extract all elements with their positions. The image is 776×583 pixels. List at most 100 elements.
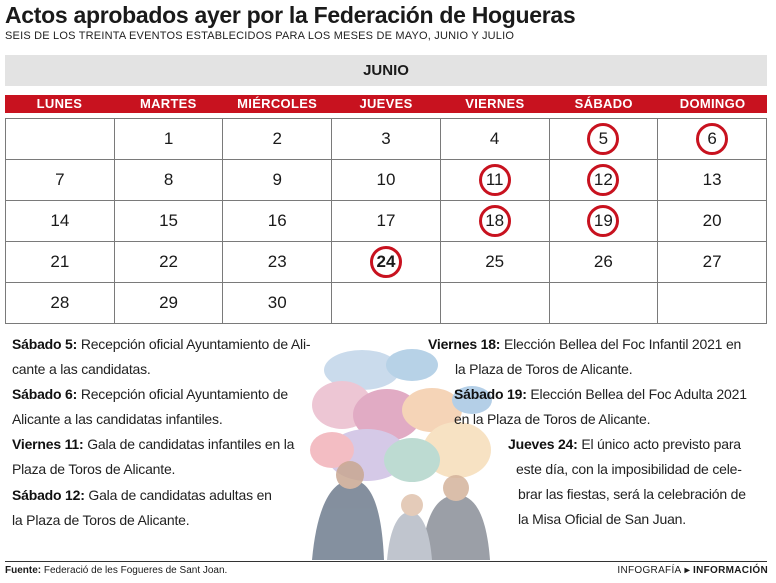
event-description: la Misa Oficial de San Juan. — [518, 511, 686, 527]
calendar-cell — [331, 282, 441, 324]
weekday-header: LUNES MARTES MIÉRCOLES JUEVES VIERNES SÁ… — [5, 95, 767, 113]
day-number: 27 — [702, 252, 722, 271]
calendar-cell: 26 — [548, 241, 659, 283]
calendar-cell: 2 — [222, 118, 333, 160]
event-day-number: 24 — [369, 246, 402, 278]
calendar-cell: 21 — [5, 241, 115, 283]
event-saturday-19: Sábado 19: Elección Bellea del Foc Adult… — [454, 382, 764, 432]
day-number: 9 — [272, 170, 282, 189]
calendar-week-row: 28 29 30 — [5, 282, 767, 324]
footer-divider — [5, 561, 767, 562]
weekday-label: SÁBADO — [574, 96, 633, 111]
calendar-grid: 1 2 3 4 5 6 7 8 9 10 11 12 13 14 15 16 17 18 19 20 21 22 23 24 2… — [5, 118, 767, 324]
day-number: 29 — [159, 293, 178, 312]
event-day-number: 19 — [587, 205, 620, 237]
month-header: JUNIO — [5, 55, 767, 86]
calendar-cell: 4 — [439, 118, 550, 160]
day-number: 30 — [267, 293, 287, 312]
weekday-label: MIÉRCOLES — [237, 96, 318, 111]
event-day-label: Sábado 6: — [12, 386, 78, 402]
day-number: 1 — [163, 129, 174, 148]
day-number: 17 — [376, 211, 396, 230]
event-description: Elección Bellea del Foc Adulta 2021 — [530, 386, 747, 402]
event-saturday-12: Sábado 12: Gala de candidatas adultas en… — [12, 483, 342, 533]
calendar-week-row: 14 15 16 17 18 19 20 — [5, 200, 767, 242]
day-number: 25 — [485, 252, 505, 271]
event-saturday-5: Sábado 5: Recepción oficial Ayuntamiento… — [12, 332, 342, 382]
calendar-week-row: 21 22 23 24 25 26 27 — [5, 241, 767, 283]
calendar-cell: 10 — [331, 159, 441, 201]
day-number: 28 — [50, 293, 70, 312]
calendar-cell: 14 — [5, 200, 115, 242]
event-description: Recepción oficial Ayuntamiento de Ali- — [80, 336, 311, 352]
calendar-cell: 8 — [113, 159, 224, 201]
day-number: 22 — [159, 252, 178, 271]
day-number: 21 — [50, 252, 70, 271]
event-description: brar las fiestas, será la celebración de — [518, 486, 746, 502]
calendar-cell: 20 — [657, 200, 767, 242]
weekday-label: MARTES — [139, 96, 197, 111]
event-day-number: 5 — [587, 123, 620, 155]
source-text: Federació de les Fogueres de Sant Joan. — [43, 565, 228, 576]
calendar-cell: 28 — [5, 282, 115, 324]
event-saturday-6: Sábado 6: Recepción oficial Ayuntamiento… — [12, 382, 342, 432]
calendar-cell — [548, 282, 659, 324]
calendar-cell: 7 — [5, 159, 115, 201]
day-number: 3 — [381, 129, 391, 148]
day-number: 13 — [702, 170, 722, 189]
festival-illustration — [310, 349, 492, 560]
event-description: Recepción oficial Ayuntamiento de — [80, 386, 288, 402]
event-day-label: Jueves 24: — [508, 436, 578, 452]
source-note: Fuente: Federació de les Fogueres de San… — [5, 565, 227, 576]
calendar-cell: 9 — [222, 159, 333, 201]
day-number: 23 — [267, 252, 287, 271]
day-number: 15 — [159, 211, 178, 230]
event-description: la Plaza de Toros de Alicante. — [12, 512, 190, 528]
weekday-label: DOMINGO — [679, 96, 746, 111]
event-description: la Plaza de Toros de Alicante. — [455, 361, 633, 377]
event-day-label: Viernes 18: — [428, 336, 501, 352]
event-day-label: Viernes 11: — [12, 436, 84, 452]
day-number: 26 — [593, 252, 613, 271]
calendar-cell: 5 — [548, 118, 659, 160]
source-label: Fuente: — [5, 565, 42, 576]
calendar-cell: 13 — [657, 159, 767, 201]
day-number: 7 — [55, 170, 65, 189]
event-thursday-24: Jueves 24: El único acto previsto para e… — [508, 432, 770, 532]
calendar-cell: 18 — [439, 200, 550, 242]
event-description: El único acto previsto para — [581, 436, 741, 452]
event-friday-11: Viernes 11: Gala de candidatas infantile… — [12, 432, 342, 482]
day-number: 2 — [272, 129, 282, 148]
calendar-cell: 27 — [657, 241, 767, 283]
event-day-label: Sábado 5: — [12, 336, 78, 352]
page-title: Actos aprobados ayer por la Federación d… — [5, 2, 576, 28]
page-subtitle: SEIS DE LOS TREINTA EVENTOS ESTABLECIDOS… — [5, 30, 515, 42]
event-description: Gala de candidatas adultas en — [88, 487, 272, 503]
calendar-week-row: 7 8 9 10 11 12 13 — [5, 159, 767, 201]
event-day-label: Sábado 12: — [12, 487, 85, 503]
calendar-cell: 12 — [548, 159, 659, 201]
day-number: 16 — [267, 211, 287, 230]
calendar-week-row: 1 2 3 4 5 6 — [5, 118, 767, 160]
event-day-number: 12 — [587, 164, 620, 196]
weekday-label: LUNES — [36, 96, 83, 111]
event-description: Gala de candidatas infantiles en la — [87, 436, 295, 452]
event-description: Plaza de Toros de Alicante. — [12, 461, 176, 477]
calendar-cell: 6 — [657, 118, 767, 160]
calendar-cell: 30 — [222, 282, 333, 324]
calendar-cell: 16 — [222, 200, 333, 242]
event-day-number: 11 — [478, 164, 511, 196]
credit-publication: INFORMACIÓN — [693, 565, 768, 576]
credit-arrow-icon: ▸ — [684, 565, 690, 576]
event-day-number: 6 — [696, 123, 729, 155]
event-description: Alicante a las candidatas infantiles. — [12, 411, 223, 427]
calendar-cell — [439, 282, 550, 324]
event-day-number: 18 — [478, 205, 511, 237]
day-number: 20 — [702, 211, 722, 230]
calendar-cell: 11 — [439, 159, 550, 201]
calendar-cell: 23 — [222, 241, 333, 283]
day-number: 8 — [163, 170, 174, 189]
calendar-cell: 19 — [548, 200, 659, 242]
calendar-cell — [657, 282, 767, 324]
day-number: 10 — [376, 170, 396, 189]
